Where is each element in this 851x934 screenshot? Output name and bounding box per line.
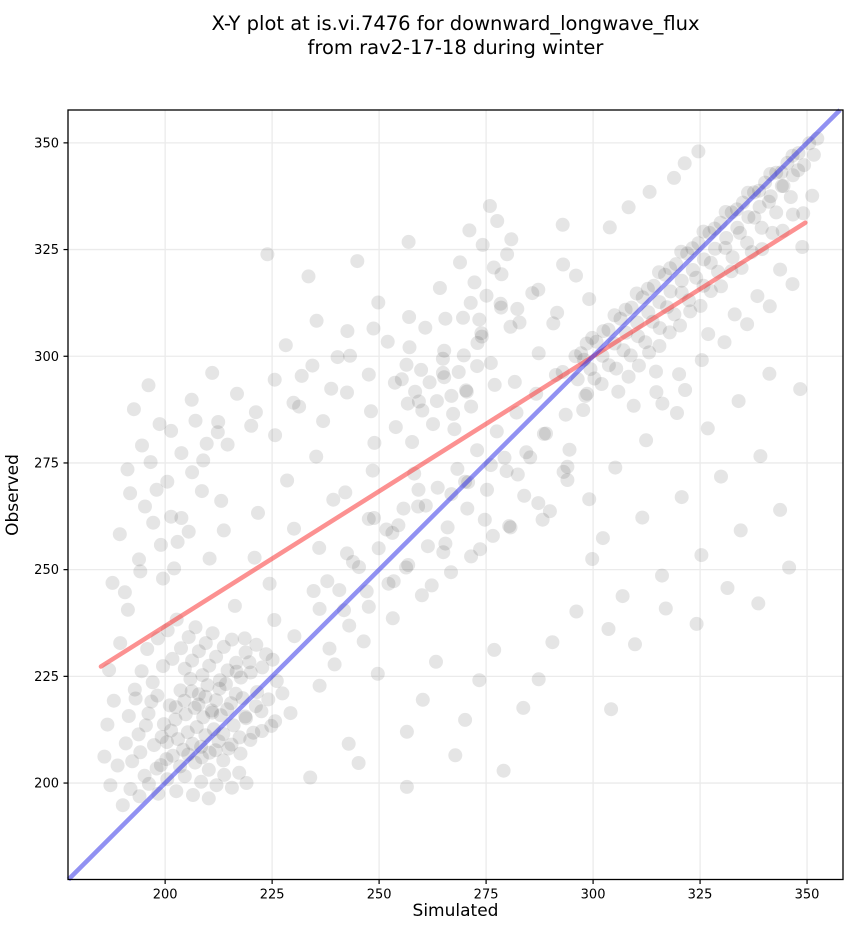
svg-text:300: 300: [34, 350, 59, 365]
chart-title-line2: from rav2-17-18 during winter: [307, 36, 604, 59]
y-tick-labels: 200 225 250 275 300 325 350: [34, 136, 68, 792]
svg-text:225: 225: [260, 888, 285, 903]
svg-text:200: 200: [34, 777, 59, 792]
svg-text:275: 275: [474, 888, 499, 903]
axes-spines: [67, 109, 844, 881]
x-tick-labels: 200 225 250 275 300 325 350: [153, 879, 820, 903]
chart-title-line1: X-Y plot at is.vi.7476 for downward_long…: [211, 12, 700, 35]
gridlines: [68, 110, 843, 880]
svg-text:250: 250: [34, 563, 59, 578]
x-axis-label: Simulated: [412, 901, 499, 921]
svg-text:300: 300: [581, 888, 606, 903]
fit-line: [98, 220, 808, 669]
identity-line: [66, 108, 842, 882]
svg-text:325: 325: [34, 243, 59, 258]
svg-text:200: 200: [153, 888, 178, 903]
svg-text:275: 275: [34, 456, 59, 471]
y-axis-label: Observed: [3, 454, 23, 536]
svg-text:225: 225: [34, 670, 59, 685]
svg-text:350: 350: [795, 888, 820, 903]
svg-text:250: 250: [367, 888, 392, 903]
svg-text:325: 325: [688, 888, 713, 903]
chart-title: X-Y plot at is.vi.7476 for downward_long…: [68, 12, 843, 60]
svg-text:350: 350: [34, 136, 59, 151]
